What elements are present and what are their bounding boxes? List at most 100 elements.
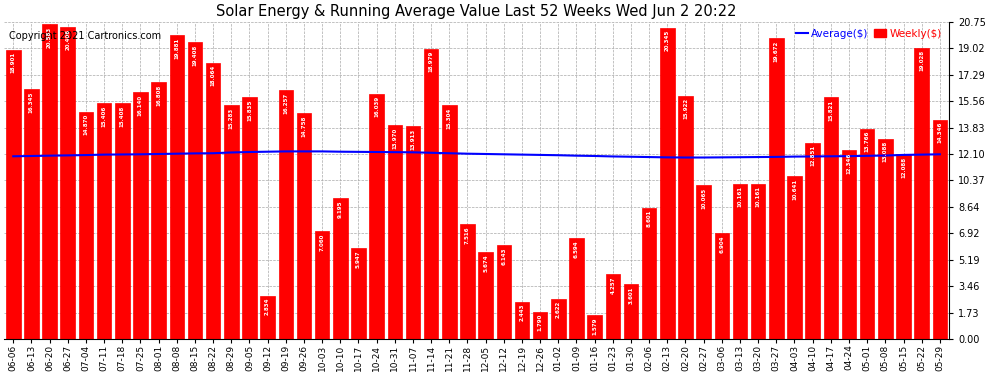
Bar — [750, 184, 765, 339]
Bar — [188, 42, 202, 339]
Bar — [624, 284, 639, 339]
Text: 18.901: 18.901 — [11, 52, 16, 74]
Bar — [333, 198, 347, 339]
Text: 3.601: 3.601 — [629, 286, 634, 304]
Text: 15.821: 15.821 — [829, 99, 834, 120]
Bar — [915, 48, 929, 339]
Text: 18.979: 18.979 — [429, 51, 434, 72]
Bar — [878, 139, 893, 339]
Text: 20.583: 20.583 — [48, 27, 52, 48]
Text: 16.808: 16.808 — [156, 84, 161, 105]
Text: 15.922: 15.922 — [683, 98, 688, 119]
Text: 2.443: 2.443 — [520, 304, 525, 321]
Text: 15.406: 15.406 — [102, 106, 107, 127]
Text: 7.060: 7.060 — [320, 233, 325, 251]
Text: 20.345: 20.345 — [665, 30, 670, 51]
Text: 16.140: 16.140 — [138, 94, 143, 116]
Bar — [78, 112, 93, 339]
Bar — [224, 105, 239, 339]
Text: 19.672: 19.672 — [774, 40, 779, 62]
Bar — [297, 113, 311, 339]
Bar — [696, 185, 711, 339]
Text: 13.970: 13.970 — [392, 128, 397, 149]
Bar — [351, 248, 365, 339]
Bar — [134, 92, 148, 339]
Bar — [551, 299, 565, 339]
Text: 6.143: 6.143 — [501, 248, 506, 265]
Text: 10.161: 10.161 — [755, 186, 760, 207]
Bar — [60, 27, 75, 339]
Text: 12.346: 12.346 — [846, 153, 851, 174]
Text: 12.851: 12.851 — [810, 145, 815, 166]
Bar — [442, 105, 456, 339]
Text: 4.257: 4.257 — [610, 276, 616, 294]
Bar — [369, 94, 384, 339]
Text: 5.674: 5.674 — [483, 255, 488, 272]
Bar — [769, 38, 784, 339]
Text: 10.641: 10.641 — [792, 178, 797, 200]
Bar — [642, 207, 656, 339]
Bar — [842, 150, 856, 339]
Bar — [97, 104, 111, 339]
Text: 14.870: 14.870 — [83, 114, 88, 135]
Text: 15.835: 15.835 — [247, 99, 251, 120]
Text: 6.594: 6.594 — [574, 240, 579, 258]
Bar — [260, 296, 275, 339]
Text: 8.601: 8.601 — [646, 210, 651, 227]
Text: 5.947: 5.947 — [356, 251, 361, 268]
Text: 19.028: 19.028 — [919, 50, 925, 72]
Bar — [406, 126, 420, 339]
Text: 16.257: 16.257 — [283, 93, 288, 114]
Bar — [715, 234, 729, 339]
Bar — [569, 238, 584, 339]
Bar — [315, 231, 330, 339]
Bar — [243, 97, 256, 339]
Bar — [515, 302, 530, 339]
Bar — [497, 245, 511, 339]
Text: 9.195: 9.195 — [338, 201, 343, 218]
Text: 6.904: 6.904 — [720, 236, 725, 253]
Bar — [460, 224, 475, 339]
Bar — [806, 142, 820, 339]
Text: 18.064: 18.064 — [211, 65, 216, 86]
Text: 13.913: 13.913 — [411, 129, 416, 150]
Text: 2.834: 2.834 — [265, 298, 270, 315]
Text: 16.039: 16.039 — [374, 96, 379, 117]
Text: 16.345: 16.345 — [29, 92, 34, 113]
Text: 13.088: 13.088 — [883, 141, 888, 162]
Bar — [733, 184, 747, 339]
Bar — [169, 35, 184, 339]
Bar — [478, 252, 493, 339]
Bar — [278, 90, 293, 339]
Bar — [606, 274, 620, 339]
Text: 14.758: 14.758 — [301, 116, 307, 137]
Bar — [896, 154, 911, 339]
Bar — [206, 63, 221, 339]
Text: 15.408: 15.408 — [120, 106, 125, 127]
Bar — [678, 96, 693, 339]
Bar — [43, 24, 56, 339]
Text: 19.408: 19.408 — [192, 45, 197, 66]
Bar — [533, 312, 547, 339]
Text: 2.622: 2.622 — [555, 301, 560, 318]
Bar — [933, 120, 947, 339]
Bar — [115, 104, 130, 339]
Text: 19.881: 19.881 — [174, 37, 179, 58]
Title: Solar Energy & Running Average Value Last 52 Weeks Wed Jun 2 20:22: Solar Energy & Running Average Value Las… — [216, 4, 737, 19]
Text: 10.161: 10.161 — [738, 186, 742, 207]
Bar — [151, 82, 166, 339]
Bar — [6, 50, 21, 339]
Bar — [860, 129, 874, 339]
Text: 13.766: 13.766 — [864, 131, 869, 152]
Text: Copyright 2021 Cartronics.com: Copyright 2021 Cartronics.com — [9, 31, 161, 41]
Bar — [824, 97, 839, 339]
Text: 20.406: 20.406 — [65, 29, 70, 50]
Bar — [587, 315, 602, 339]
Text: 1.579: 1.579 — [592, 317, 597, 334]
Legend: Average($), Weekly($): Average($), Weekly($) — [793, 27, 943, 41]
Text: 7.516: 7.516 — [465, 226, 470, 244]
Bar — [424, 49, 439, 339]
Text: 1.790: 1.790 — [538, 314, 543, 332]
Text: 10.065: 10.065 — [701, 188, 706, 209]
Bar — [24, 89, 39, 339]
